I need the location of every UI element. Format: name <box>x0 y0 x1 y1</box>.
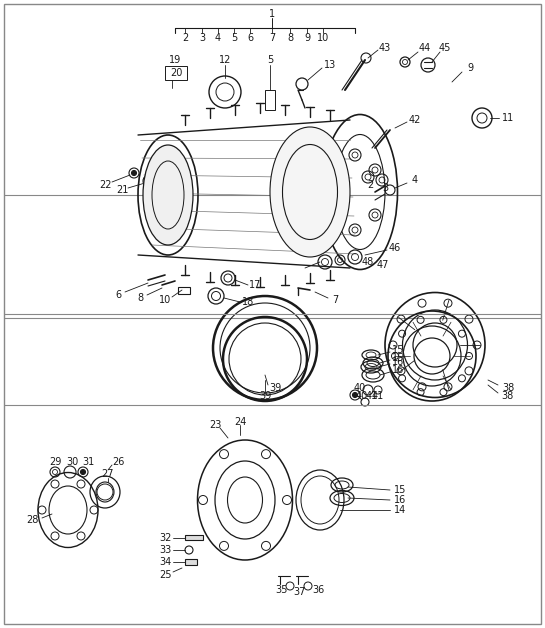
Text: 38: 38 <box>502 383 514 393</box>
Text: 39: 39 <box>269 383 281 393</box>
Ellipse shape <box>270 127 350 257</box>
Text: 17: 17 <box>249 280 261 290</box>
Text: 34: 34 <box>159 557 171 567</box>
Text: 42: 42 <box>409 115 421 125</box>
Ellipse shape <box>143 145 193 245</box>
Text: 45: 45 <box>439 43 451 53</box>
Text: 27: 27 <box>102 469 114 479</box>
Text: 4: 4 <box>412 175 418 185</box>
Bar <box>185 559 197 565</box>
Text: 16: 16 <box>394 495 406 505</box>
Text: 41: 41 <box>366 391 378 401</box>
Text: 22: 22 <box>99 180 111 190</box>
Text: 2: 2 <box>367 180 373 190</box>
Text: 40: 40 <box>354 383 366 393</box>
Text: 40: 40 <box>356 391 368 401</box>
Text: 33: 33 <box>159 545 171 555</box>
Text: 2: 2 <box>182 33 188 43</box>
Text: 48: 48 <box>362 257 374 267</box>
Bar <box>185 535 203 540</box>
Bar <box>265 90 275 110</box>
Text: 30: 30 <box>66 457 78 467</box>
Text: 20: 20 <box>170 68 182 78</box>
Text: 29: 29 <box>49 457 61 467</box>
Text: 5: 5 <box>231 33 237 43</box>
Text: 15: 15 <box>392 353 404 363</box>
Text: 10: 10 <box>317 33 329 43</box>
Text: 16: 16 <box>392 357 404 367</box>
Text: 24: 24 <box>234 417 246 427</box>
Circle shape <box>81 470 86 475</box>
Text: 16: 16 <box>392 365 404 375</box>
Text: 9: 9 <box>467 63 473 73</box>
Text: 6: 6 <box>115 290 121 300</box>
Text: 15: 15 <box>394 485 406 495</box>
Text: 4: 4 <box>215 33 221 43</box>
Text: 11: 11 <box>502 113 514 123</box>
Text: 18: 18 <box>242 297 254 307</box>
Circle shape <box>353 392 358 398</box>
Text: 35: 35 <box>276 585 288 595</box>
Text: 19: 19 <box>169 55 181 65</box>
Text: 8: 8 <box>137 293 143 303</box>
Text: 41: 41 <box>372 391 384 401</box>
Text: 39: 39 <box>259 391 271 401</box>
Text: 46: 46 <box>389 243 401 253</box>
Text: 38: 38 <box>501 391 513 401</box>
Text: 36: 36 <box>312 585 324 595</box>
Text: 43: 43 <box>379 43 391 53</box>
Text: 1: 1 <box>269 9 275 19</box>
Text: 47: 47 <box>377 260 389 270</box>
Text: 10: 10 <box>159 295 171 305</box>
Text: 31: 31 <box>82 457 94 467</box>
Text: 9: 9 <box>304 33 310 43</box>
Text: 44: 44 <box>419 43 431 53</box>
Text: 3: 3 <box>382 183 388 193</box>
Text: 5: 5 <box>267 55 273 65</box>
Text: 7: 7 <box>332 295 338 305</box>
Text: 12: 12 <box>219 55 231 65</box>
Circle shape <box>131 170 136 175</box>
Text: 26: 26 <box>112 457 124 467</box>
Text: 28: 28 <box>26 515 38 525</box>
Text: 7: 7 <box>269 33 275 43</box>
Text: 8: 8 <box>287 33 293 43</box>
Text: 13: 13 <box>324 60 336 70</box>
Text: 32: 32 <box>159 533 171 543</box>
Text: 14: 14 <box>394 505 406 515</box>
Text: 6: 6 <box>247 33 253 43</box>
Text: 23: 23 <box>209 420 221 430</box>
Text: 37: 37 <box>294 587 306 597</box>
Bar <box>178 287 190 294</box>
Text: 3: 3 <box>199 33 205 43</box>
Text: 21: 21 <box>116 185 128 195</box>
Bar <box>165 66 187 80</box>
Text: 25: 25 <box>159 570 171 580</box>
Text: 15: 15 <box>392 345 404 355</box>
